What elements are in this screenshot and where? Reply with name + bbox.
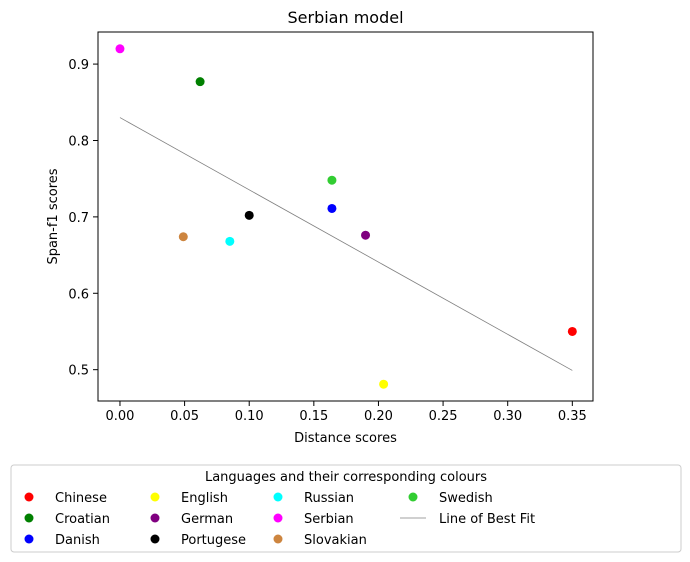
legend-marker-croatian: [24, 513, 34, 523]
legend-marker-swedish: [408, 492, 418, 502]
legend: Languages and their corresponding colour…: [10, 464, 682, 553]
x-axis-label: Distance scores: [294, 431, 397, 446]
best-fit-line: [119, 117, 573, 371]
legend-label-slovakian: Slovakian: [304, 533, 367, 548]
legend-label-serbian: Serbian: [304, 512, 354, 527]
point-slovakian: [178, 232, 188, 242]
x-tick-label: 0.05: [170, 409, 199, 424]
legend-marker-danish: [24, 534, 34, 544]
y-tick-label: 0.8: [68, 134, 89, 149]
legend-label-russian: Russian: [304, 491, 354, 506]
x-tick-label: 0.15: [299, 409, 328, 424]
legend-box: [10, 464, 682, 553]
legend-label-danish: Danish: [55, 533, 100, 548]
legend-title: Languages and their corresponding colour…: [205, 470, 487, 485]
x-axis: 0.00 0.05 0.10 0.15 0.20 0.25 0.30 0.35: [105, 401, 587, 424]
legend-label-swedish: Swedish: [439, 491, 493, 506]
x-tick-label: 0.10: [235, 409, 264, 424]
x-tick-label: 0.35: [558, 409, 587, 424]
legend-marker-chinese: [24, 492, 34, 502]
y-tick-label: 0.9: [68, 58, 89, 73]
x-tick-label: 0.00: [105, 409, 134, 424]
y-axis-label: Span-f1 scores: [46, 168, 61, 264]
legend-marker-portugese: [150, 534, 160, 544]
y-axis: 0.5 0.6 0.7 0.8 0.9: [68, 58, 98, 379]
legend-label-english: English: [181, 491, 228, 506]
scatter-points: [115, 44, 577, 389]
y-tick-label: 0.7: [68, 211, 89, 226]
point-danish: [327, 203, 337, 213]
y-tick-label: 0.6: [68, 287, 89, 302]
point-portugese: [244, 210, 254, 220]
point-serbian: [115, 44, 125, 54]
legend-label-chinese: Chinese: [55, 491, 107, 506]
point-russian: [225, 236, 235, 246]
point-chinese: [567, 326, 577, 336]
y-tick-label: 0.5: [68, 364, 89, 379]
legend-marker-english: [150, 492, 160, 502]
legend-label-portugese: Portugese: [181, 533, 246, 548]
plot-area: [97, 31, 594, 402]
best-fit-line-group: [119, 117, 573, 371]
legend-label-croatian: Croatian: [55, 512, 110, 527]
legend-label-german: German: [181, 512, 233, 527]
chart-title: Serbian model: [287, 8, 403, 27]
legend-marker-german: [150, 513, 160, 523]
x-tick-label: 0.20: [364, 409, 393, 424]
legend-marker-russian: [273, 492, 283, 502]
point-german: [361, 230, 371, 240]
point-swedish: [327, 175, 337, 185]
point-croatian: [195, 77, 205, 87]
x-tick-label: 0.25: [429, 409, 458, 424]
point-english: [379, 379, 389, 389]
legend-marker-serbian: [273, 513, 283, 523]
x-tick-label: 0.30: [493, 409, 522, 424]
legend-label-line-of-best-fit: Line of Best Fit: [439, 512, 535, 527]
legend-marker-slovakian: [273, 534, 283, 544]
